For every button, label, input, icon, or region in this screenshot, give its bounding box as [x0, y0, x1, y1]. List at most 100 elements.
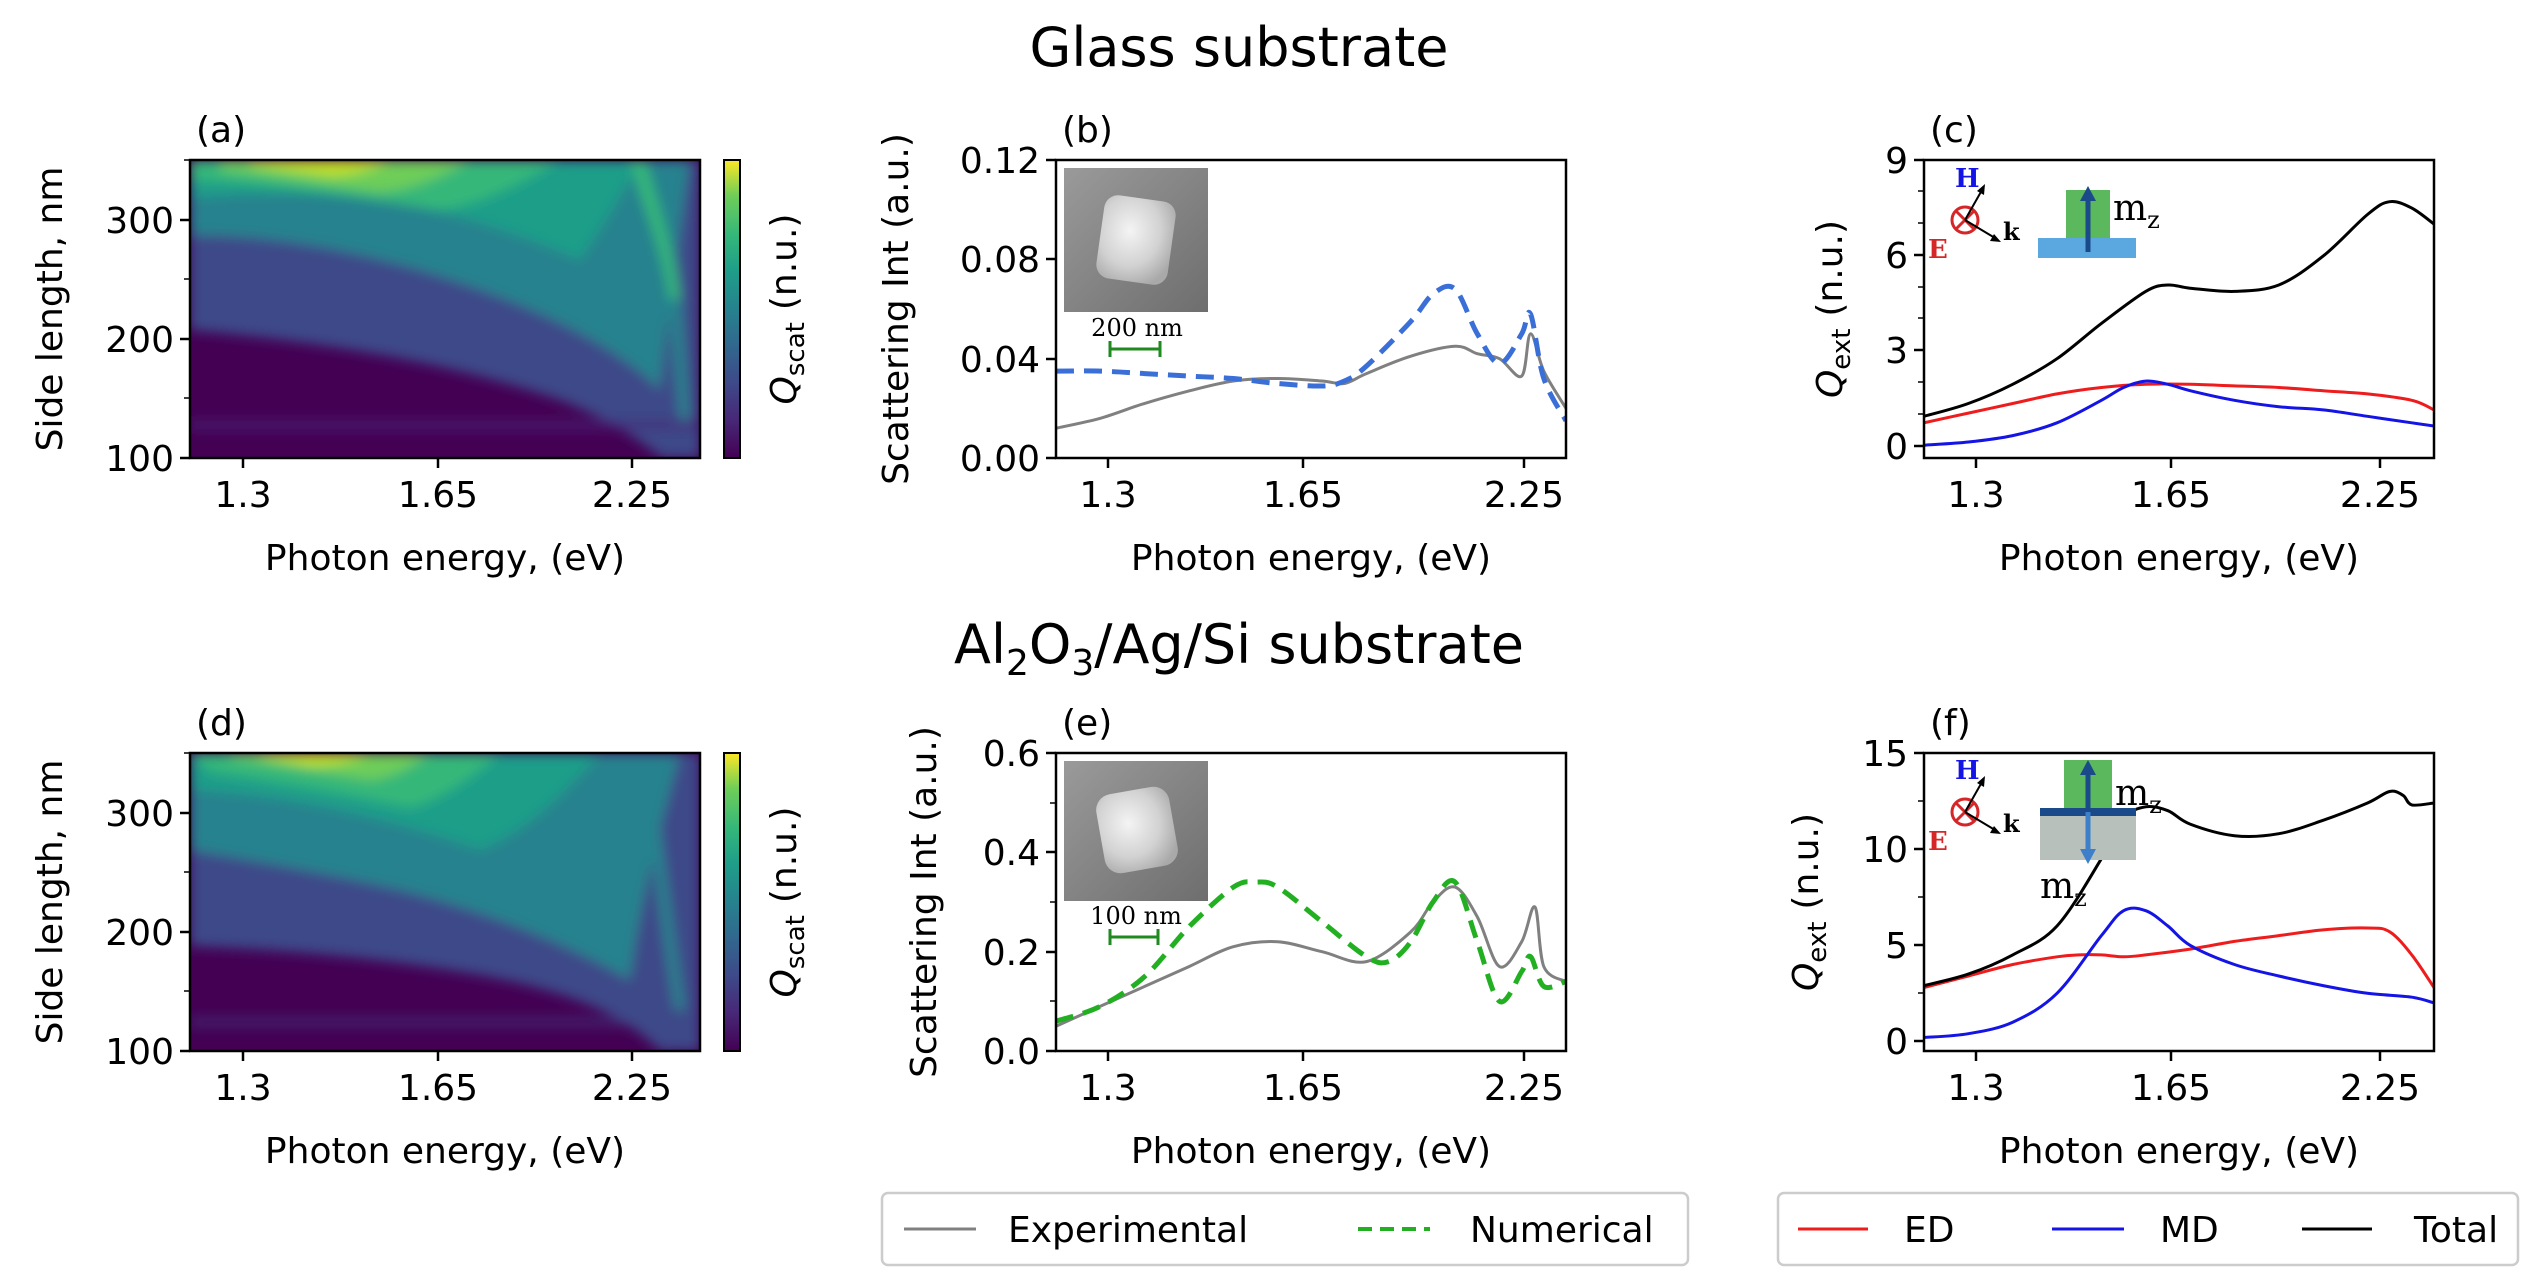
x-tick-label: 1.65	[1263, 475, 1343, 516]
series-line-ed	[1924, 926, 2434, 990]
y-axis-label: Side length, nm	[30, 760, 71, 1045]
y-tick-label: 0.6	[983, 734, 1040, 775]
colorbar-label: Qscat(n.u.)	[764, 807, 811, 998]
x-axis: 1.3 1.65 2.25 Photon energy, (eV)	[1079, 458, 1564, 579]
panel-label: (f)	[1930, 703, 1971, 744]
x-axis-label: Photon energy, (eV)	[1999, 1131, 2359, 1172]
panel-label: (c)	[1930, 110, 1978, 151]
series-line-numerical	[1056, 878, 1566, 1024]
y-tick-label: 6	[1885, 236, 1908, 277]
x-tick-label: 1.3	[1947, 475, 2004, 516]
x-axis: 1.3 1.65 2.25 Photon energy, (eV)	[1947, 1051, 2420, 1172]
panel-d-heatmap: (d) 1.3 1.65 2.25 Photon energy, (eV)	[30, 703, 811, 1172]
heatmap-image	[190, 753, 700, 1051]
y-axis: 0.0 0.2 0.4 0.6 Scattering Int (a.u.)	[904, 726, 1056, 1078]
legend-right: ED MD Total	[1776, 1191, 2520, 1267]
y-tick-label: 0.00	[960, 439, 1040, 480]
legend-left: Experimental Numerical	[880, 1191, 1690, 1267]
e-field-icon	[1950, 797, 1980, 827]
x-axis-label: Photon energy, (eV)	[265, 1131, 625, 1172]
h-arrow-icon	[1964, 781, 1983, 813]
scale-bar-label: 200 nm	[1091, 314, 1183, 342]
y-axis: 100 200 300 Side length, nm	[30, 159, 190, 480]
legend-label: ED	[1904, 1210, 1954, 1251]
y-tick-label: 200	[105, 320, 174, 361]
y-axis: 0 5 10 15 Qext(n.u.)	[1786, 734, 1924, 1063]
x-tick-label: 2.25	[1484, 475, 1564, 516]
inset-label-h: H	[1955, 756, 1980, 786]
x-tick-label: 2.25	[2340, 475, 2420, 516]
x-axis-label: Photon energy, (eV)	[265, 538, 625, 579]
y-tick-label: 0.0	[983, 1032, 1040, 1073]
row1-title: Glass substrate	[1029, 16, 1448, 79]
sem-inset: 100 nm	[1064, 761, 1208, 945]
y-tick-label: 300	[105, 794, 174, 835]
e-field-icon	[1950, 205, 1980, 235]
inset-label-e: E	[1928, 827, 1948, 857]
inset-label-k: k	[2003, 809, 2021, 838]
panel-c-extinction: (c) H k E mz 1.3 1.65 2.25 Ph	[1810, 110, 2436, 579]
y-axis: 0.00 0.04 0.08 0.12 Scattering Int (a.u.…	[876, 133, 1056, 485]
x-axis: 1.3 1.65 2.25 Photon energy, (eV)	[1079, 1051, 1564, 1172]
heatmap-image	[190, 160, 700, 458]
y-tick-label: 0.2	[983, 933, 1040, 974]
y-tick-label: 10	[1862, 830, 1908, 871]
x-tick-label: 1.65	[398, 475, 478, 516]
series-line-total	[1924, 200, 2434, 418]
y-axis-label: Qext(n.u.)	[1786, 813, 1833, 991]
panel-a-heatmap: (a) 1.3 1.65 2.25 Photon energy,	[30, 110, 811, 579]
inset-label-m-prime: mz	[2040, 866, 2087, 912]
y-tick-label: 0.4	[983, 833, 1040, 874]
inset-label-h: H	[1955, 164, 1980, 194]
x-tick-label: 1.65	[1263, 1068, 1343, 1109]
x-tick-label: 1.3	[214, 1068, 271, 1109]
mode-inset: H k E mz mz	[1928, 756, 2162, 912]
legend-label: Experimental	[1008, 1210, 1248, 1251]
k-arrow-icon	[1964, 219, 1996, 239]
panel-label: (e)	[1062, 703, 1112, 744]
colorbar-label: Qscat(n.u.)	[764, 214, 811, 405]
panel-label: (a)	[196, 110, 246, 151]
inset-label-m: mz	[2115, 773, 2162, 819]
series-line-total	[1924, 789, 2434, 988]
y-tick-label: 0	[1885, 427, 1908, 468]
y-tick-label: 100	[105, 439, 174, 480]
y-tick-label: 200	[105, 913, 174, 954]
x-tick-label: 1.65	[398, 1068, 478, 1109]
x-tick-label: 2.25	[1484, 1068, 1564, 1109]
inset-label-k: k	[2003, 217, 2021, 246]
legend-label: Numerical	[1470, 1210, 1654, 1251]
row2-title: Al2O3/Ag/Si substrate	[954, 613, 1524, 684]
x-axis: 1.3 1.65 2.25 Photon energy, (eV)	[214, 1051, 672, 1172]
inset-label-m: mz	[2113, 188, 2160, 234]
y-tick-label: 5	[1885, 926, 1908, 967]
x-tick-label: 1.65	[2131, 475, 2211, 516]
x-tick-label: 1.3	[1947, 1068, 2004, 1109]
sem-particle	[1096, 786, 1178, 874]
y-tick-label: 100	[105, 1032, 174, 1073]
y-tick-label: 3	[1885, 331, 1908, 372]
y-tick-label: 15	[1862, 734, 1908, 775]
scale-bar-label: 100 nm	[1090, 902, 1182, 930]
series-line-ed	[1924, 382, 2434, 425]
panel-label: (b)	[1062, 110, 1113, 151]
inset-label-e: E	[1928, 235, 1948, 265]
legend-label: MD	[2160, 1210, 2219, 1251]
x-tick-label: 1.3	[1079, 475, 1136, 516]
series-line-md	[1924, 906, 2434, 1039]
colorbar: Qscat(n.u.)	[723, 159, 811, 459]
h-arrow-icon	[1964, 189, 1983, 221]
y-tick-label: 9	[1885, 141, 1908, 182]
series-line-md	[1924, 379, 2434, 447]
y-tick-label: 300	[105, 201, 174, 242]
colorbar: Qscat(n.u.)	[723, 752, 811, 1052]
x-axis-label: Photon energy, (eV)	[1131, 538, 1491, 579]
y-tick-label: 0.12	[960, 141, 1040, 182]
x-axis: 1.3 1.65 2.25 Photon energy, (eV)	[214, 458, 672, 579]
legend-label: Total	[2413, 1210, 2498, 1251]
mode-inset: H k E mz	[1928, 164, 2160, 265]
y-axis-label: Qext(n.u.)	[1810, 220, 1857, 398]
series-line-experimental	[1056, 332, 1566, 430]
x-tick-label: 2.25	[2340, 1068, 2420, 1109]
